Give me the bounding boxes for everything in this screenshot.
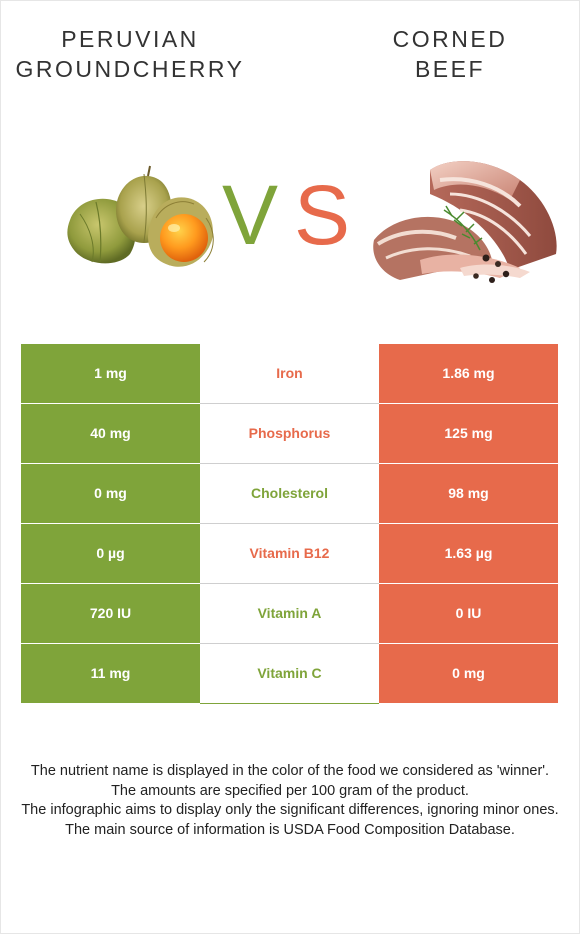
- corned-beef-image: [373, 161, 557, 283]
- nutrient-name: Cholesterol: [200, 464, 379, 523]
- comparison-table: 1 mg Iron 1.86 mg 40 mg Phosphorus 125 mg 0 mg…: [21, 344, 558, 704]
- nutrient-name: Iron: [200, 344, 379, 403]
- corned-beef-value: 1.63 µg: [379, 524, 558, 583]
- corned-beef-value: 125 mg: [379, 404, 558, 463]
- table-row: 0 mg Cholesterol 98 mg: [21, 464, 558, 524]
- table-row: 0 µg Vitamin B12 1.63 µg: [21, 524, 558, 584]
- right-title-text: CORNED BEEF: [392, 26, 508, 82]
- left-title-text: PERUVIAN GROUNDCHERRY: [15, 26, 245, 82]
- groundcherry-value: 11 mg: [21, 644, 200, 703]
- groundcherry-value: 720 IU: [21, 584, 200, 643]
- table-row: 1 mg Iron 1.86 mg: [21, 344, 558, 404]
- footer-line-2: The amounts are specified per 100 gram o…: [111, 782, 469, 799]
- corned-beef-value: 1.86 mg: [379, 344, 558, 403]
- row-divider: [200, 403, 379, 404]
- corned-beef-value: 0 IU: [379, 584, 558, 643]
- footer-line-3: The infographic aims to display only the…: [21, 802, 559, 818]
- vs-s-letter: S: [294, 168, 351, 262]
- footer-notes: The nutrient name is displayed in the co…: [20, 762, 560, 840]
- nutrient-name: Vitamin B12: [200, 524, 379, 583]
- right-food-title: CORNED BEEF: [320, 24, 580, 84]
- vs-v-letter: V: [222, 168, 279, 262]
- corned-beef-value: 0 mg: [379, 644, 558, 703]
- footer-line-1: The nutrient name is displayed in the co…: [30, 763, 550, 779]
- groundcherry-value: 1 mg: [21, 344, 200, 403]
- nutrient-name: Vitamin A: [200, 584, 379, 643]
- groundcherry-value: 40 mg: [21, 404, 200, 463]
- left-food-title: PERUVIAN GROUNDCHERRY: [0, 24, 260, 84]
- row-divider: [200, 583, 379, 584]
- nutrient-name: Vitamin C: [200, 644, 379, 703]
- vs-label: V S: [222, 170, 352, 260]
- footer-line-4: The main source of information is USDA F…: [65, 821, 515, 838]
- table-row: 40 mg Phosphorus 125 mg: [21, 404, 558, 464]
- row-divider: [200, 463, 379, 464]
- nutrient-name: Phosphorus: [200, 404, 379, 463]
- groundcherry-value: 0 mg: [21, 464, 200, 523]
- row-divider: [200, 703, 379, 704]
- row-divider: [200, 523, 379, 524]
- groundcherry-image: [67, 165, 214, 267]
- corned-beef-value: 98 mg: [379, 464, 558, 523]
- row-divider: [200, 643, 379, 644]
- groundcherry-value: 0 µg: [21, 524, 200, 583]
